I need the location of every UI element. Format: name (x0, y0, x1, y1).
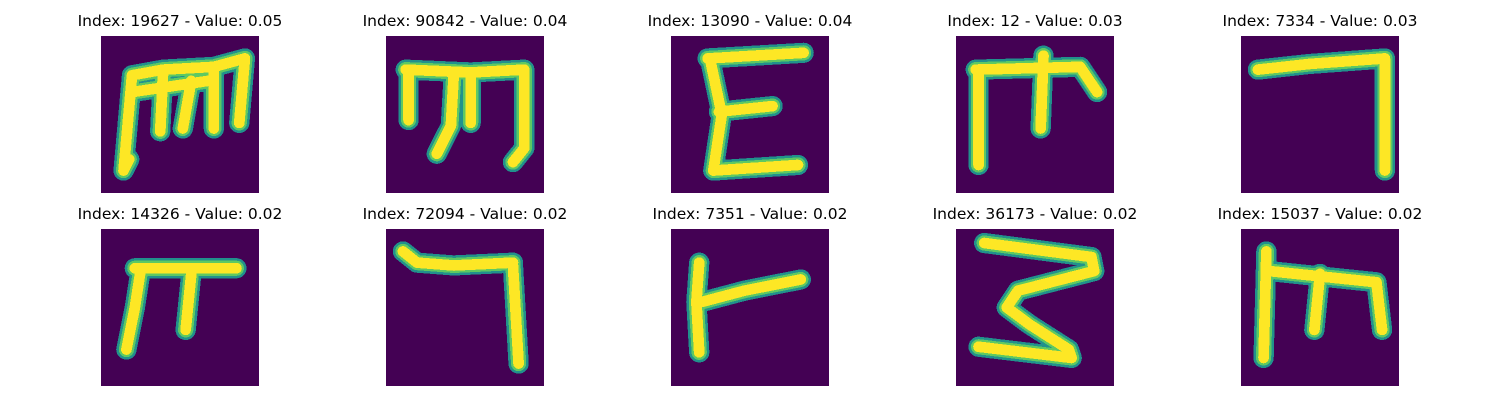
glyph-stroke (180, 268, 197, 336)
glyph-canvas (1241, 36, 1399, 193)
glyph-image (956, 36, 1114, 193)
glyph-image (101, 229, 259, 386)
glyph-canvas (671, 36, 829, 193)
glyph-stroke (702, 47, 809, 64)
glyph-canvas (956, 36, 1114, 193)
glyph-canvas (101, 229, 259, 386)
image-panel: Index: 90842 - Value: 0.04 (335, 11, 595, 201)
glyph-canvas (956, 229, 1114, 386)
glyph-stroke (1308, 268, 1326, 336)
image-panel: Index: 7351 - Value: 0.02 (620, 204, 880, 394)
panel-title: Index: 90842 - Value: 0.04 (362, 12, 568, 30)
panel-title: Index: 7351 - Value: 0.02 (652, 205, 848, 223)
image-panel: Index: 19627 - Value: 0.05 (50, 11, 310, 201)
glyph-stroke (121, 265, 146, 355)
glyph-stroke (1252, 53, 1391, 75)
glyph-stroke (973, 237, 1100, 364)
glyph-image (671, 36, 829, 193)
glyph-stroke (691, 257, 705, 358)
panel-title: Index: 72094 - Value: 0.02 (362, 205, 568, 223)
glyph-image (386, 229, 544, 386)
panel-title: Index: 7334 - Value: 0.03 (1222, 12, 1418, 30)
glyph-stroke (431, 69, 460, 160)
glyph-stroke (118, 154, 135, 176)
glyph-stroke (154, 67, 169, 137)
glyph-canvas (1241, 229, 1399, 386)
image-panel: Index: 13090 - Value: 0.04 (620, 11, 880, 201)
glyph-image (956, 229, 1114, 386)
panel-title: Index: 19627 - Value: 0.05 (77, 12, 283, 30)
glyph-stroke (1371, 276, 1388, 336)
glyph-stroke (707, 159, 804, 176)
glyph-stroke (233, 53, 251, 129)
image-panel: Index: 14326 - Value: 0.02 (50, 204, 310, 394)
glyph-stroke (177, 75, 197, 134)
glyph-canvas (386, 36, 544, 193)
glyph-stroke (1035, 50, 1049, 134)
glyph-image (1241, 229, 1399, 386)
glyph-stroke (397, 246, 519, 271)
panel-title: Index: 36173 - Value: 0.02 (932, 205, 1138, 223)
glyph-image (1241, 36, 1399, 193)
panel-title: Index: 15037 - Value: 0.02 (1217, 205, 1423, 223)
glyph-stroke (713, 100, 778, 118)
glyph-image (671, 229, 829, 386)
glyph-canvas (671, 229, 829, 386)
glyph-stroke (696, 274, 807, 308)
image-panel: Index: 12 - Value: 0.03 (905, 11, 1165, 201)
image-panel: Index: 36173 - Value: 0.02 (905, 204, 1165, 394)
glyph-canvas (101, 36, 259, 193)
glyph-stroke (507, 67, 530, 168)
image-panel: Index: 15037 - Value: 0.02 (1190, 204, 1450, 394)
image-panel: Index: 72094 - Value: 0.02 (335, 204, 595, 394)
panel-title: Index: 14326 - Value: 0.02 (77, 205, 283, 223)
glyph-image (386, 36, 544, 193)
glyph-stroke (507, 260, 524, 369)
glyph-stroke (970, 61, 1103, 98)
panel-title: Index: 13090 - Value: 0.04 (647, 12, 853, 30)
glyph-stroke (400, 64, 530, 78)
glyph-canvas (386, 229, 544, 386)
glyph-image (101, 36, 259, 193)
image-panel: Index: 7334 - Value: 0.03 (1190, 11, 1450, 201)
panel-title: Index: 12 - Value: 0.03 (947, 12, 1123, 30)
